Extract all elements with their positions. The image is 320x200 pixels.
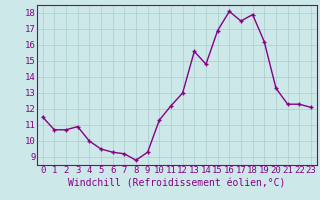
X-axis label: Windchill (Refroidissement éolien,°C): Windchill (Refroidissement éolien,°C) [68, 178, 285, 188]
